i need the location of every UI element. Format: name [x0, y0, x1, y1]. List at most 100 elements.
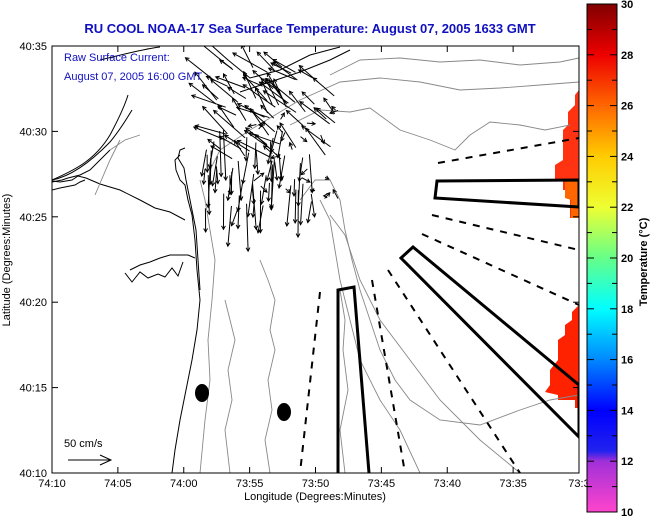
current-vector-head — [262, 188, 268, 193]
current-vector-head — [265, 176, 271, 182]
current-vector-head — [329, 109, 335, 115]
current-vector — [227, 86, 247, 99]
current-vector — [265, 78, 296, 103]
current-vector — [244, 105, 276, 133]
current-vector-head — [302, 137, 308, 143]
current-vector — [260, 185, 268, 193]
current-vector — [273, 61, 298, 81]
current-vector-head — [262, 145, 268, 150]
current-vector — [280, 173, 283, 180]
current-vector — [194, 71, 218, 101]
current-vector — [219, 135, 242, 150]
current-vector-head — [225, 242, 231, 248]
y-tick-label: 40:25 — [19, 212, 47, 224]
current-vector-head — [325, 192, 331, 197]
current-vector — [213, 110, 246, 139]
colorbar-tick-label: 22 — [621, 202, 633, 214]
current-vector-head — [233, 139, 239, 145]
current-vector — [332, 189, 339, 199]
current-vector — [270, 164, 274, 210]
current-vector — [270, 62, 292, 74]
current-vector-head — [269, 206, 274, 211]
colorbar-tick-label: 14 — [621, 405, 634, 417]
current-vector-head — [235, 224, 241, 230]
station-marker-1[interactable] — [195, 384, 209, 402]
current-vector-head — [266, 197, 271, 203]
coastline — [52, 46, 351, 473]
current-vector — [255, 87, 269, 114]
current-vector-head — [270, 154, 276, 160]
current-vector-head — [276, 125, 282, 130]
current-vector — [286, 110, 304, 127]
current-vector — [279, 122, 297, 148]
x-tick-label: 73:45 — [368, 478, 396, 490]
colorbar-tick-label: 30 — [621, 0, 633, 11]
current-vector-head — [280, 136, 285, 142]
current-vector-head — [207, 138, 212, 144]
current-vector — [217, 106, 237, 116]
current-vector-head — [232, 52, 237, 57]
current-vector-head — [210, 181, 216, 187]
current-vector-head — [306, 218, 311, 224]
current-vector — [211, 156, 218, 186]
colorbar-ticks: 30 28 26 24 22 20 18 16 14 12 10 — [587, 0, 634, 518]
current-vector-head — [223, 176, 228, 182]
current-vector-head — [207, 164, 213, 170]
current-vector-head — [315, 107, 321, 113]
current-vector — [323, 97, 336, 115]
current-vector — [251, 186, 255, 205]
current-vector-head — [298, 64, 304, 70]
current-vector-head — [188, 82, 194, 88]
x-tick-label: 74:05 — [104, 478, 132, 490]
current-vector-head — [225, 196, 231, 202]
y-tick-label: 40:20 — [19, 297, 47, 309]
current-vector — [293, 179, 296, 197]
current-vector-head — [241, 76, 247, 82]
current-vector-head — [210, 78, 215, 84]
legend-current-time: August 07, 2005 16:00 GMT — [64, 71, 202, 83]
current-vector — [278, 153, 282, 181]
colorbar-tick-label: 10 — [621, 507, 633, 518]
current-vector-head — [265, 77, 271, 83]
current-vector — [307, 201, 312, 223]
current-vector — [273, 78, 287, 108]
sst-patch-e — [545, 305, 579, 408]
current-vector — [203, 168, 206, 185]
current-vector — [316, 107, 336, 124]
station-marker-2[interactable] — [277, 403, 291, 421]
x-tick-label: 73:40 — [433, 478, 461, 490]
current-vector — [300, 183, 304, 225]
current-vector — [247, 173, 255, 217]
current-vector — [210, 145, 233, 160]
current-vectors — [184, 46, 339, 253]
current-vector-head — [296, 201, 301, 207]
current-vector-head — [324, 175, 330, 180]
current-vector — [254, 142, 257, 169]
current-vector-head — [323, 97, 328, 103]
current-vector-head — [243, 156, 249, 162]
current-vector — [270, 155, 280, 159]
current-vector — [300, 168, 308, 176]
current-vector-head — [322, 193, 328, 199]
plot-frame — [51, 45, 580, 474]
current-vector-head — [292, 219, 298, 224]
current-vector — [310, 193, 316, 217]
current-vector — [298, 69, 314, 79]
current-vector-head — [199, 172, 205, 178]
current-vector-head — [299, 101, 304, 106]
current-vector-head — [236, 207, 241, 213]
current-vector — [206, 76, 228, 87]
y-tick-label: 40:30 — [19, 126, 47, 138]
colorbar-tick-label: 20 — [621, 253, 633, 265]
chart-title: RU COOL NOAA-17 Sea Surface Temperature:… — [84, 21, 536, 36]
current-vector-head — [286, 188, 291, 194]
current-vector — [248, 124, 257, 127]
y-axis-label: Latitude (Degrees:Minutes) — [1, 194, 13, 327]
y-tick-label: 40:15 — [19, 383, 47, 395]
y-tick-label: 40:10 — [19, 468, 47, 480]
current-vector — [188, 82, 217, 105]
current-vector-head — [260, 120, 266, 126]
current-vector-head — [311, 121, 317, 126]
current-vector — [252, 183, 257, 230]
